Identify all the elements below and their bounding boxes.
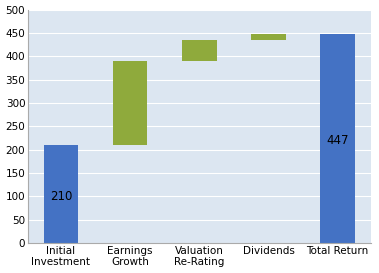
Bar: [113, 61, 147, 145]
Bar: [44, 145, 78, 243]
Bar: [320, 34, 355, 243]
Bar: [251, 34, 286, 40]
Bar: [182, 40, 216, 61]
Text: 210: 210: [50, 190, 72, 203]
Text: 447: 447: [326, 134, 349, 147]
